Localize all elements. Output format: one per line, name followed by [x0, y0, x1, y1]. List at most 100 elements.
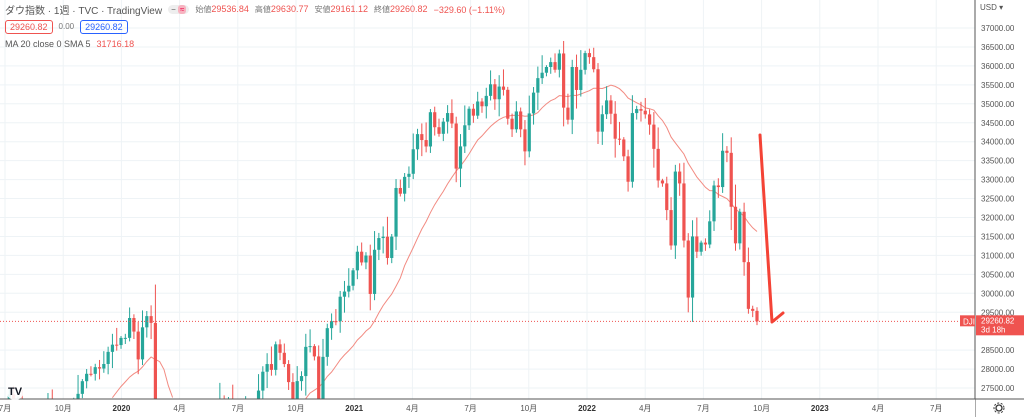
candle-body — [411, 149, 415, 174]
candle-body — [420, 134, 424, 141]
time-tick: 4月 — [173, 404, 185, 413]
settings-gear-icon[interactable] — [993, 402, 1005, 414]
candle-body — [690, 236, 695, 298]
candle-body — [299, 376, 304, 382]
buy-price-button[interactable]: 29260.82 — [80, 19, 128, 34]
candle-body — [501, 86, 506, 90]
time-tick: 7月 — [464, 404, 476, 413]
candle-body — [673, 171, 677, 246]
low-value: 29161.12 — [330, 4, 369, 14]
currency-selector[interactable]: USD ▾ — [980, 3, 1003, 12]
price-tick: 28000.00 — [981, 365, 1015, 374]
candle-body — [329, 321, 334, 329]
candle-body — [656, 148, 660, 181]
price-tick: 31000.00 — [981, 251, 1015, 260]
candle-body — [394, 187, 398, 237]
candle-body — [407, 173, 411, 177]
candle-body — [265, 364, 269, 372]
tradingview-logo[interactable]: TV — [6, 382, 24, 400]
candle-body — [97, 367, 102, 369]
price-tick: 33000.00 — [981, 176, 1015, 185]
candle-body — [274, 344, 278, 370]
candle-body — [106, 351, 110, 364]
candle-body — [480, 101, 484, 107]
candle-body — [553, 62, 557, 70]
candle-body — [695, 236, 699, 252]
time-tick: 2020 — [113, 404, 131, 413]
close-label: 終値 — [374, 5, 391, 14]
candle-body — [278, 344, 282, 353]
time-tick: 2021 — [345, 404, 363, 413]
candle-body — [355, 251, 359, 271]
candle-body — [325, 328, 329, 357]
candle-body — [334, 321, 338, 323]
time-axis-ticks: 7月 10月 2020 4月 7月 10月 2021 4月 7月 10月 2022 4月 7月 10月 20… — [0, 404, 942, 413]
bar-countdown: 3d 18h — [981, 325, 1005, 334]
candle-body — [630, 113, 634, 182]
spread-value: 0.00 — [58, 22, 75, 31]
candle-body — [145, 316, 149, 328]
price-tick: 30500.00 — [981, 270, 1015, 279]
candle-body — [153, 322, 157, 399]
candle-body — [488, 84, 493, 96]
price-tick: 31500.00 — [981, 232, 1015, 241]
candle-body — [531, 92, 536, 114]
symbol-title[interactable]: ダウ指数 · 1週 · TVC · TradingView — [5, 6, 163, 17]
candle-body — [377, 238, 381, 250]
price-tick: 34000.00 — [981, 138, 1015, 147]
candle-body — [699, 242, 703, 252]
candle-body — [738, 211, 742, 244]
candle-body — [579, 69, 583, 90]
sell-price-button[interactable]: 29260.82 — [5, 19, 53, 34]
candle-body — [312, 346, 316, 357]
candle-body — [403, 176, 407, 194]
time-tick: 2022 — [578, 404, 596, 413]
price-axis[interactable] — [975, 0, 1024, 417]
indicator-label[interactable]: MA 20 close 0 SMA 5 — [5, 38, 91, 49]
time-tick: 4月 — [639, 404, 651, 413]
candle-body — [721, 150, 725, 188]
candle-body — [592, 57, 596, 70]
annotation-arrow[interactable] — [758, 133, 785, 324]
candle-body — [716, 185, 720, 188]
candle-body — [549, 62, 553, 67]
candle-body — [510, 118, 514, 130]
candle-body — [514, 111, 518, 130]
candle-body — [652, 124, 656, 149]
candle-body — [85, 373, 89, 382]
price-tick: 36000.00 — [981, 62, 1015, 71]
candle-body — [372, 249, 377, 294]
time-tick: 7月 — [697, 404, 709, 413]
candle-body — [89, 373, 93, 375]
candle-body — [123, 337, 127, 339]
candle-body — [755, 310, 759, 322]
candle-body — [467, 108, 471, 126]
chart-legend: ダウ指数 · 1週 · TVC · TradingView − ≈ 始値2953… — [5, 3, 505, 54]
candle-body — [682, 183, 686, 241]
candle-body — [446, 113, 450, 122]
close-value: 29260.82 — [390, 4, 428, 14]
candle-body — [256, 390, 261, 399]
time-tick: 10月 — [55, 404, 72, 413]
candle-body — [93, 367, 97, 374]
candle-body — [450, 113, 454, 124]
legend-toggle[interactable]: − ≈ — [168, 5, 190, 14]
minus-icon[interactable]: − — [171, 5, 176, 14]
time-tick: 10月 — [753, 404, 770, 413]
candle-body — [149, 316, 153, 323]
candle-body — [519, 111, 523, 130]
time-tick: 10月 — [520, 404, 537, 413]
wave-icon[interactable]: ≈ — [177, 5, 187, 14]
candle-body — [540, 72, 544, 79]
time-tick: 10月 — [288, 404, 305, 413]
candle-body — [437, 127, 441, 134]
candle-body — [570, 66, 574, 120]
candle-body — [458, 146, 463, 169]
candle-body — [428, 112, 433, 147]
candle-body — [587, 53, 592, 58]
low-label: 安値 — [314, 5, 331, 14]
candle-body — [506, 89, 510, 119]
time-axis[interactable] — [0, 399, 975, 417]
candle-body — [476, 101, 480, 116]
